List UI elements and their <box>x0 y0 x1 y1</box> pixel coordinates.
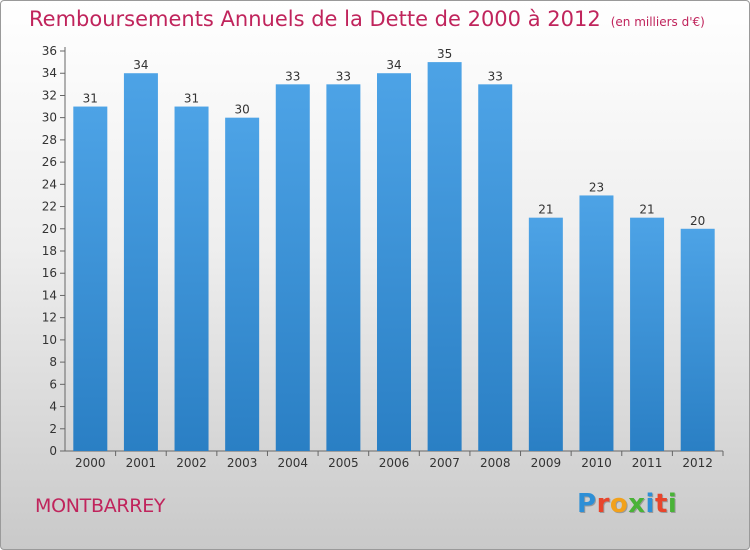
bar-value-label: 33 <box>285 69 300 83</box>
bar-value-label: 20 <box>690 214 705 228</box>
y-tick-label: 20 <box>42 222 57 236</box>
logo-letter: x <box>628 489 646 519</box>
y-tick-label: 24 <box>42 177 57 191</box>
bar <box>528 217 563 451</box>
y-tick-label: 34 <box>42 66 57 80</box>
proxiti-logo[interactable]: Proxiti <box>577 489 677 519</box>
bar <box>427 62 462 451</box>
x-tick-label: 2006 <box>379 456 410 470</box>
bar-value-label: 21 <box>538 203 553 217</box>
logo-letter: o <box>609 489 629 519</box>
x-tick-label: 2010 <box>581 456 612 470</box>
bar-value-label: 23 <box>589 180 604 194</box>
bar-value-label: 33 <box>336 69 351 83</box>
chart-subtitle: (en milliers d'€) <box>610 15 705 29</box>
y-tick-label: 4 <box>49 400 57 414</box>
y-tick-label: 2 <box>49 422 57 436</box>
y-tick-label: 16 <box>42 266 57 280</box>
bar-value-label: 31 <box>184 92 199 106</box>
bar <box>478 84 513 451</box>
x-tick-label: 2005 <box>328 456 359 470</box>
y-tick-label: 6 <box>49 377 57 391</box>
bar-value-label: 33 <box>488 69 503 83</box>
bar <box>326 84 361 451</box>
x-tick-label: 2002 <box>176 456 207 470</box>
y-tick-label: 8 <box>49 355 57 369</box>
bars: 31 34 31 30 33 33 34 35 33 21 23 21 20 <box>73 47 715 452</box>
x-tick-label: 2000 <box>75 456 106 470</box>
y-tick-label: 22 <box>42 200 57 214</box>
logo-letter: i <box>667 489 678 519</box>
bar <box>225 117 260 452</box>
logo-letter: P <box>577 489 597 519</box>
chart-title: Remboursements Annuels de la Dette de 20… <box>29 7 705 31</box>
logo-letter: r <box>596 489 610 519</box>
bar <box>174 106 209 452</box>
y-tick-label: 12 <box>42 311 57 325</box>
x-tick-label: 2001 <box>126 456 157 470</box>
y-tick-label: 36 <box>42 44 57 58</box>
y-tick-label: 18 <box>42 244 57 258</box>
x-axis: 2000 2001 2002 2003 2004 2005 2006 2007 2008 2009… <box>65 450 724 470</box>
y-tick-label: 28 <box>42 133 57 147</box>
bar <box>630 217 665 451</box>
x-tick-label: 2008 <box>480 456 511 470</box>
y-tick-label: 32 <box>42 88 57 102</box>
bar-value-label: 21 <box>639 203 654 217</box>
y-tick-label: 30 <box>42 111 57 125</box>
x-tick-label: 2011 <box>632 456 663 470</box>
logo-letter: t <box>654 489 668 519</box>
bar <box>123 73 158 451</box>
town-name: MONTBARREY <box>35 495 166 517</box>
logo-letter: i <box>645 489 655 519</box>
bar-value-label: 31 <box>83 92 98 106</box>
x-tick-label: 2007 <box>429 456 460 470</box>
x-tick-label: 2004 <box>277 456 308 470</box>
y-tick-label: 10 <box>42 333 57 347</box>
bar <box>73 106 108 452</box>
x-tick-label: 2009 <box>531 456 562 470</box>
x-tick-label: 2003 <box>227 456 258 470</box>
bar-value-label: 30 <box>235 103 250 117</box>
bar-value-label: 34 <box>133 58 148 72</box>
x-tick-label: 2012 <box>682 456 713 470</box>
chart-title-text: Remboursements Annuels de la Dette de 20… <box>29 7 601 31</box>
bar <box>680 228 715 451</box>
bar <box>377 73 411 451</box>
bar-value-label: 34 <box>386 58 401 72</box>
y-tick-label: 0 <box>49 444 57 458</box>
y-tick-label: 26 <box>42 155 57 169</box>
bar-value-label: 35 <box>437 47 452 61</box>
bar <box>275 84 310 451</box>
bar <box>579 195 614 451</box>
y-tick-label: 14 <box>42 288 57 302</box>
